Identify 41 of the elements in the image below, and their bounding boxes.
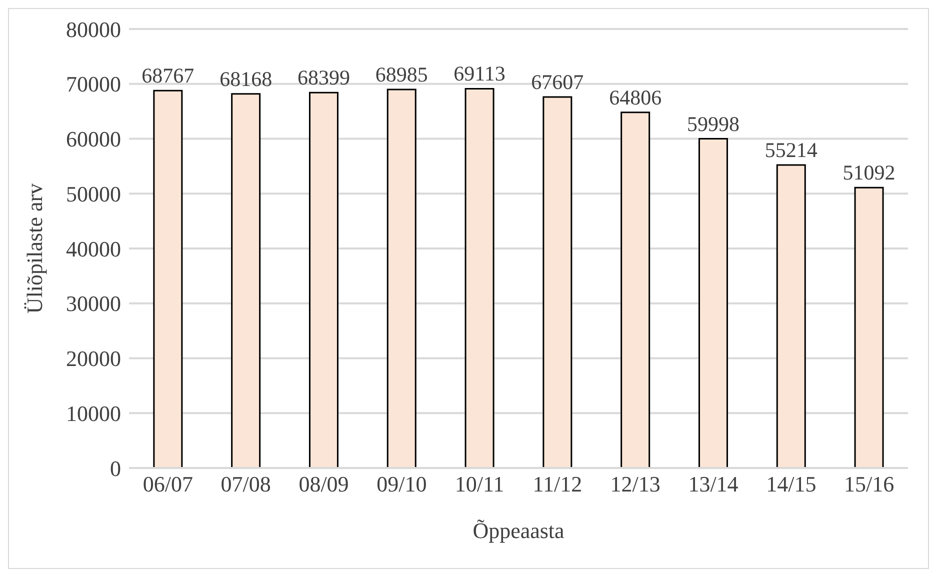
x-tick-label: 13/14 [688, 472, 738, 497]
y-tick-label: 60000 [66, 126, 121, 152]
data-label: 68399 [297, 66, 350, 90]
y-tick-label: 0 [110, 456, 121, 481]
y-tick-label: 30000 [66, 291, 121, 316]
bar [386, 88, 416, 468]
x-tick-label: 12/13 [610, 472, 660, 497]
x-tick-label: 15/16 [844, 472, 894, 497]
y-tick-label: 20000 [66, 346, 121, 372]
data-label: 51092 [842, 160, 896, 185]
y-axis-title: Üliõpilaste arv [22, 183, 47, 314]
bar [153, 90, 183, 468]
x-tick-label: 10/11 [454, 472, 504, 497]
data-label: 55214 [764, 138, 818, 162]
x-tick-label: 11/12 [532, 472, 582, 497]
y-tick-label: 50000 [66, 181, 121, 206]
data-label: 68767 [142, 64, 194, 88]
bar [776, 164, 806, 468]
x-axis-title: Õppeaasta [472, 518, 565, 543]
data-label: 67607 [531, 70, 584, 94]
data-label: 68985 [375, 62, 428, 86]
x-tick-label: 09/10 [376, 472, 427, 497]
data-label: 64806 [609, 85, 662, 110]
x-tick-label: 08/09 [298, 472, 349, 497]
bar [464, 88, 494, 468]
x-tick-label: 07/08 [220, 472, 271, 497]
x-tick-label: 14/15 [766, 472, 816, 497]
y-tick-label: 10000 [66, 400, 121, 426]
data-label: 68168 [220, 66, 272, 91]
y-tick-label: 40000 [66, 236, 121, 262]
bar [231, 93, 261, 468]
x-tick-label: 06/07 [142, 472, 194, 497]
bar [698, 138, 728, 468]
data-label: 59998 [686, 112, 740, 136]
bar [542, 96, 572, 468]
bar [854, 186, 884, 468]
bar [308, 92, 338, 468]
bar [620, 112, 650, 468]
data-label: 69113 [454, 62, 506, 86]
y-tick-label: 70000 [66, 72, 121, 97]
y-tick-label: 80000 [66, 16, 121, 42]
